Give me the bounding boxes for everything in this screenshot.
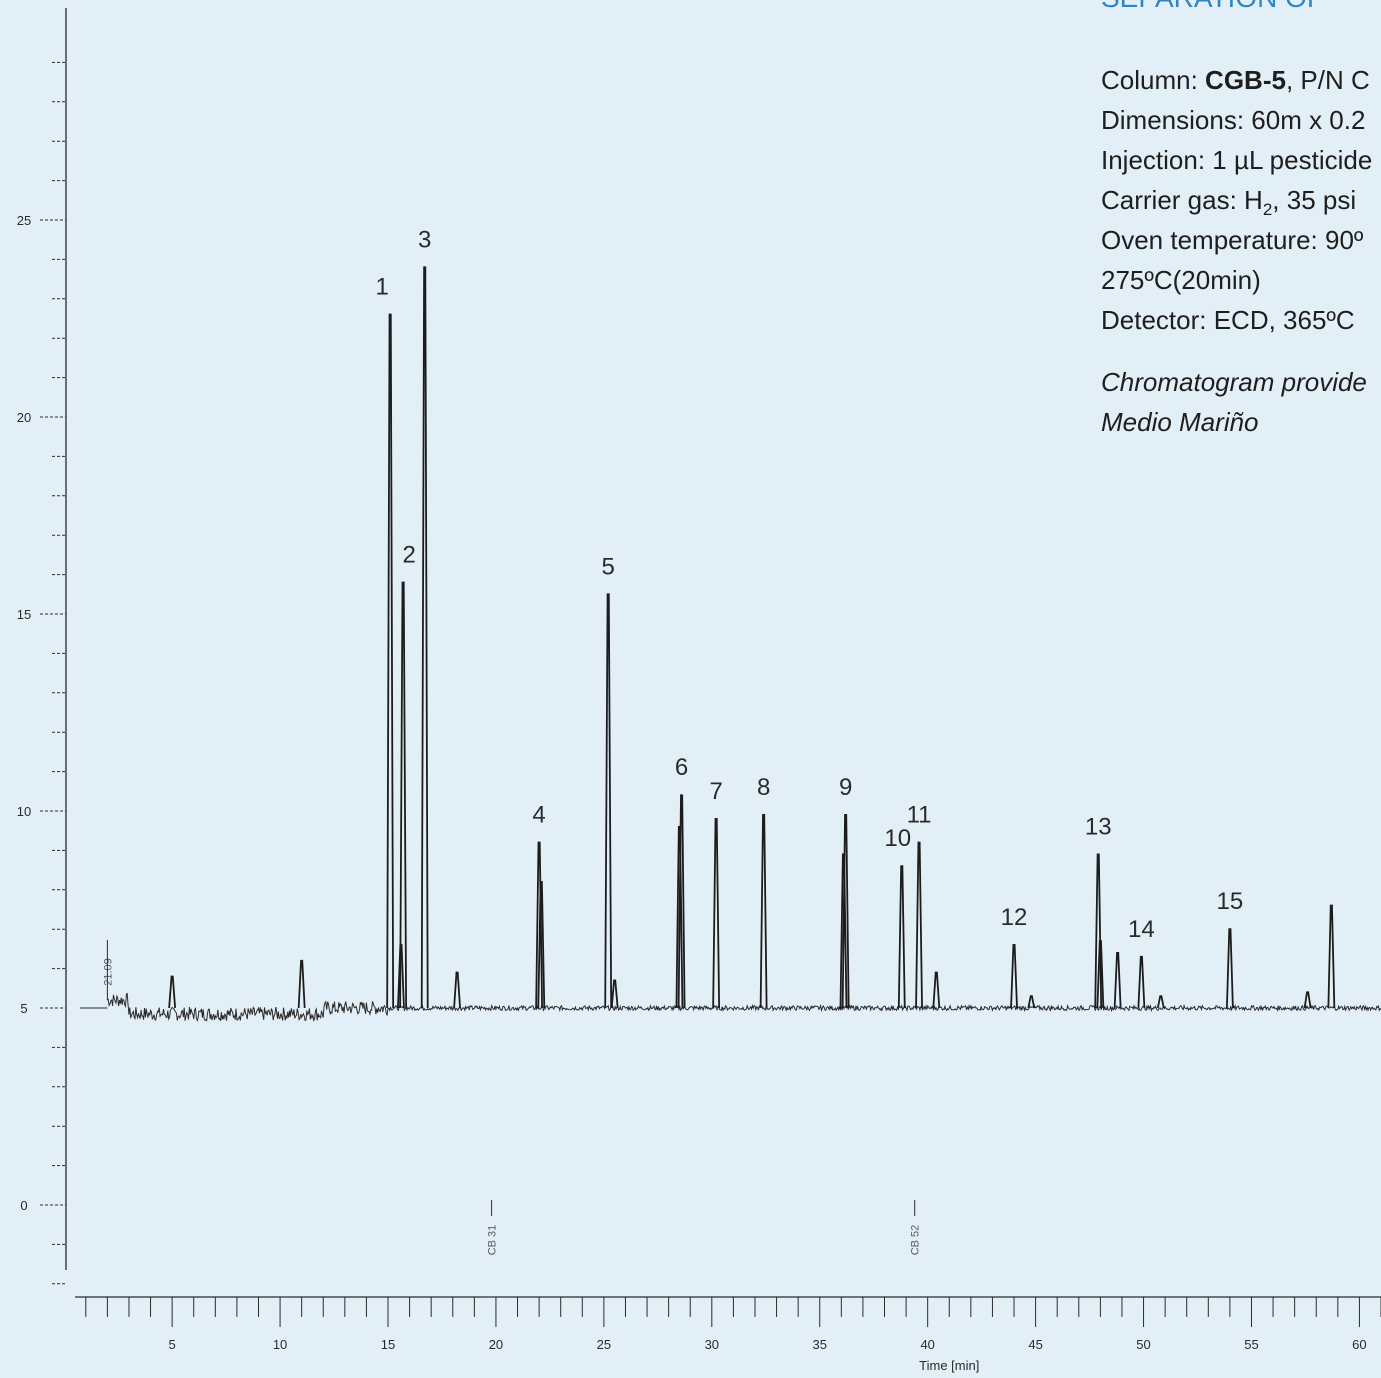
x-tick-label: 10 — [273, 1337, 287, 1352]
x-tick-label: 15 — [381, 1337, 395, 1352]
peak-6 — [677, 794, 686, 1009]
y-tick-label: 0 — [20, 1198, 27, 1213]
x-tick-label: 25 — [597, 1337, 611, 1352]
minor-peak — [932, 971, 941, 1009]
oven-line: Oven temperature: 90º — [1101, 225, 1364, 255]
peak-label-1: 1 — [375, 274, 388, 301]
annotation-label: 21.09 — [102, 958, 114, 986]
peak-12 — [1010, 944, 1018, 1009]
oven-continuation-line: 275ºC(20min) — [1101, 265, 1261, 295]
x-tick-label: 20 — [489, 1337, 503, 1352]
injection-line: Injection: 1 µL pesticide — [1101, 145, 1373, 175]
minor-peak — [1327, 904, 1336, 1009]
minor-peak — [1113, 951, 1122, 1009]
credit-line-1: Chromatogram provide — [1101, 367, 1367, 397]
peak-1 — [386, 313, 395, 1009]
peak-9 — [841, 814, 850, 1009]
peak-4 — [535, 841, 544, 1009]
peak-label-11: 11 — [907, 802, 932, 829]
peak-11 — [915, 841, 923, 1009]
peak-label-3: 3 — [418, 226, 431, 253]
panel-title: SEPARATION OF — [1101, 0, 1381, 18]
carrier-rest: , 35 psi — [1272, 185, 1357, 215]
column-name: CGB-5 — [1205, 65, 1286, 95]
peak-label-9: 9 — [839, 774, 852, 801]
peak-2 — [399, 581, 408, 1009]
x-tick-label: 30 — [705, 1337, 719, 1352]
y-tick-label: 15 — [17, 607, 31, 622]
minor-peak — [453, 971, 461, 1009]
minor-peak — [839, 853, 848, 1009]
annotation-label: CB 52 — [910, 1225, 922, 1256]
minor-peak — [1303, 991, 1312, 1009]
x-tick-label: 45 — [1028, 1337, 1042, 1352]
y-tick-label: 25 — [17, 213, 31, 228]
baseline-trace — [107, 992, 1381, 1022]
minor-peak — [675, 825, 684, 1009]
y-tick-label: 20 — [17, 410, 31, 425]
dimensions-line: Dimensions: 60m x 0.2 — [1101, 105, 1366, 135]
x-axis-title: Time [min] — [919, 1358, 979, 1373]
peak-label-14: 14 — [1128, 916, 1155, 943]
peak-15 — [1225, 928, 1234, 1009]
annotation-label: CB 31 — [487, 1225, 499, 1256]
x-tick-label: 40 — [920, 1337, 934, 1352]
column-label: Column: — [1101, 65, 1206, 95]
column-line: Column: CGB-5, P/N C — [1101, 60, 1381, 100]
peak-5 — [604, 593, 613, 1009]
minor-peak — [1027, 995, 1036, 1009]
method-info-panel: SEPARATION OF Column: CGB-5, P/N C Dimen… — [1101, 0, 1381, 442]
y-tick-label: 10 — [17, 804, 31, 819]
carrier-gas-line: Carrier gas: H2, 35 psi — [1101, 180, 1381, 220]
peak-label-7: 7 — [709, 778, 722, 805]
peak-13 — [1094, 853, 1103, 1009]
carrier-subscript: 2 — [1262, 200, 1273, 220]
peak-label-2: 2 — [402, 541, 415, 568]
peak-8 — [759, 814, 768, 1009]
peak-label-13: 13 — [1085, 813, 1112, 840]
credit-line-2: Medio Mariño — [1101, 407, 1259, 437]
x-tick-label: 60 — [1352, 1337, 1366, 1352]
x-tick-label: 35 — [813, 1337, 827, 1352]
peak-10 — [897, 865, 906, 1009]
minor-peak — [610, 979, 619, 1009]
column-rest: , P/N C — [1285, 65, 1370, 95]
peak-7 — [712, 817, 721, 1009]
peak-label-4: 4 — [532, 802, 545, 829]
minor-peak — [297, 959, 306, 1009]
carrier-prefix: Carrier gas: H — [1101, 185, 1263, 215]
minor-peak — [168, 975, 177, 1009]
peak-label-15: 15 — [1217, 888, 1244, 915]
peak-label-12: 12 — [1001, 904, 1028, 931]
x-tick-label: 50 — [1136, 1337, 1150, 1352]
x-tick-label: 55 — [1244, 1337, 1258, 1352]
peak-label-6: 6 — [675, 754, 688, 781]
minor-peak — [537, 881, 546, 1009]
peak-14 — [1137, 955, 1146, 1009]
peak-label-8: 8 — [757, 774, 770, 801]
detector-line: Detector: ECD, 365ºC — [1101, 305, 1355, 335]
peak-label-10: 10 — [884, 825, 911, 852]
peak-label-5: 5 — [602, 553, 615, 580]
x-tick-label: 5 — [169, 1337, 176, 1352]
y-tick-label: 5 — [20, 1001, 27, 1016]
minor-peak — [1156, 995, 1165, 1009]
peak-3 — [420, 266, 429, 1009]
